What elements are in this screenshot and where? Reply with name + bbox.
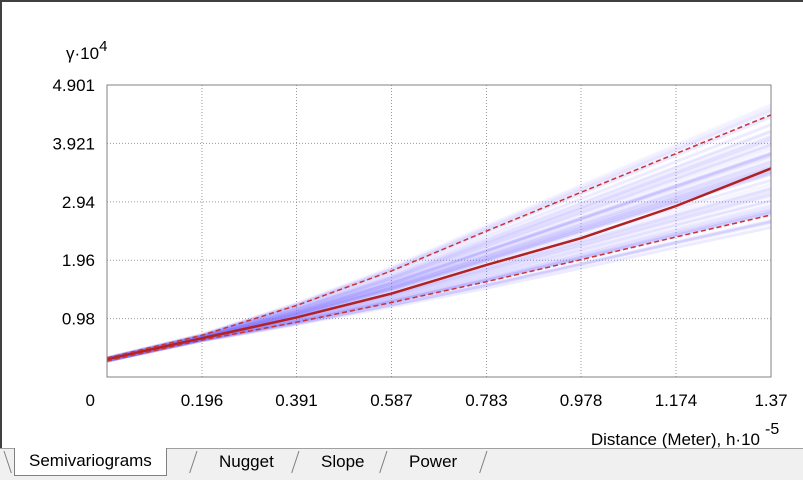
tab-separator — [189, 451, 198, 473]
ensemble-line — [106, 151, 772, 361]
ensemble-line — [106, 136, 772, 360]
ensemble-line — [106, 129, 772, 360]
ensemble-line — [106, 203, 772, 363]
y-axis-title: γ·104 — [66, 38, 107, 63]
ensemble-line — [106, 105, 772, 360]
x-tick-label: 0.978 — [560, 391, 603, 410]
ensemble-line — [106, 130, 772, 360]
y-tick-label: 2.94 — [62, 193, 95, 212]
ensemble-line — [106, 147, 772, 361]
ensemble-line — [106, 219, 772, 363]
ensemble-line — [106, 142, 772, 361]
y-tick-labels: 0 0.98 1.96 2.94 3.921 4.901 — [52, 76, 95, 410]
ensemble-line — [106, 152, 772, 361]
tab-separator — [479, 451, 488, 473]
series-lines — [106, 114, 772, 362]
series-upper-line — [106, 114, 772, 359]
y-tick-label: 1.96 — [62, 251, 95, 270]
tab-nugget[interactable]: Nugget — [219, 452, 274, 471]
ensemble-line — [106, 226, 772, 363]
ensemble-line — [106, 152, 772, 361]
ensemble-line — [106, 139, 772, 361]
x-axis-exponent: -5 — [765, 421, 779, 438]
x-tick-label: 0.783 — [465, 391, 508, 410]
ensemble-line — [106, 161, 772, 361]
tab-separator — [291, 451, 300, 473]
tab-slope[interactable]: Slope — [321, 452, 365, 471]
series-median-line — [106, 167, 772, 361]
ensemble-line — [106, 220, 772, 363]
ensemble-line — [106, 155, 772, 361]
plot-area — [107, 85, 771, 377]
ensemble-line — [106, 123, 772, 360]
ensemble-line — [106, 144, 772, 361]
tab-semivariograms[interactable]: Semivariograms — [14, 448, 167, 476]
y-tick-label: 4.901 — [52, 76, 95, 95]
ensemble-line — [106, 198, 772, 362]
chart-panel: 0 0.98 1.96 2.94 3.921 4.901 0.196 0.391 0.587 0… — [0, 0, 803, 448]
ensemble-line — [106, 134, 772, 361]
y-tick-label: 3.921 — [52, 134, 95, 153]
y-tick-label: 0.98 — [62, 310, 95, 329]
tab-separator — [3, 451, 12, 473]
tab-strip: Semivariograms Nugget Slope Power — [0, 448, 803, 480]
ensemble-line — [106, 152, 772, 361]
x-tick-labels: 0.196 0.391 0.587 0.783 0.978 1.174 1.37 — [181, 391, 788, 410]
ensemble-line — [106, 142, 772, 361]
ensemble-line — [106, 103, 772, 360]
ensemble-line — [106, 199, 772, 362]
y-tick-label: 0 — [86, 391, 95, 410]
x-tick-label: 0.196 — [181, 391, 224, 410]
x-tick-label: 1.37 — [754, 391, 787, 410]
ensemble-line — [106, 143, 772, 361]
ensemble-line — [106, 130, 772, 360]
x-tick-label: 0.587 — [370, 391, 413, 410]
x-tick-label: 0.391 — [275, 391, 318, 410]
ensemble-line — [106, 163, 772, 362]
ensemble-line — [106, 225, 772, 363]
grid — [107, 85, 771, 377]
tab-separator — [379, 451, 388, 473]
ensemble-line — [106, 137, 772, 361]
ensemble-line — [106, 153, 772, 361]
tab-power[interactable]: Power — [409, 452, 458, 471]
series-lower-line — [106, 214, 772, 362]
ensemble-line — [106, 164, 772, 362]
ensemble-line — [106, 152, 772, 361]
x-axis-title: Distance (Meter), h·10 — [591, 430, 760, 448]
ensemble-line — [106, 135, 772, 361]
ensemble-line — [106, 155, 772, 361]
plot-frame — [106, 84, 772, 378]
x-tick-label: 1.174 — [655, 391, 698, 410]
ensemble-line — [106, 206, 772, 363]
ensemble-line — [106, 138, 772, 361]
ensemble-line — [106, 195, 772, 362]
ensemble-line — [106, 151, 772, 361]
